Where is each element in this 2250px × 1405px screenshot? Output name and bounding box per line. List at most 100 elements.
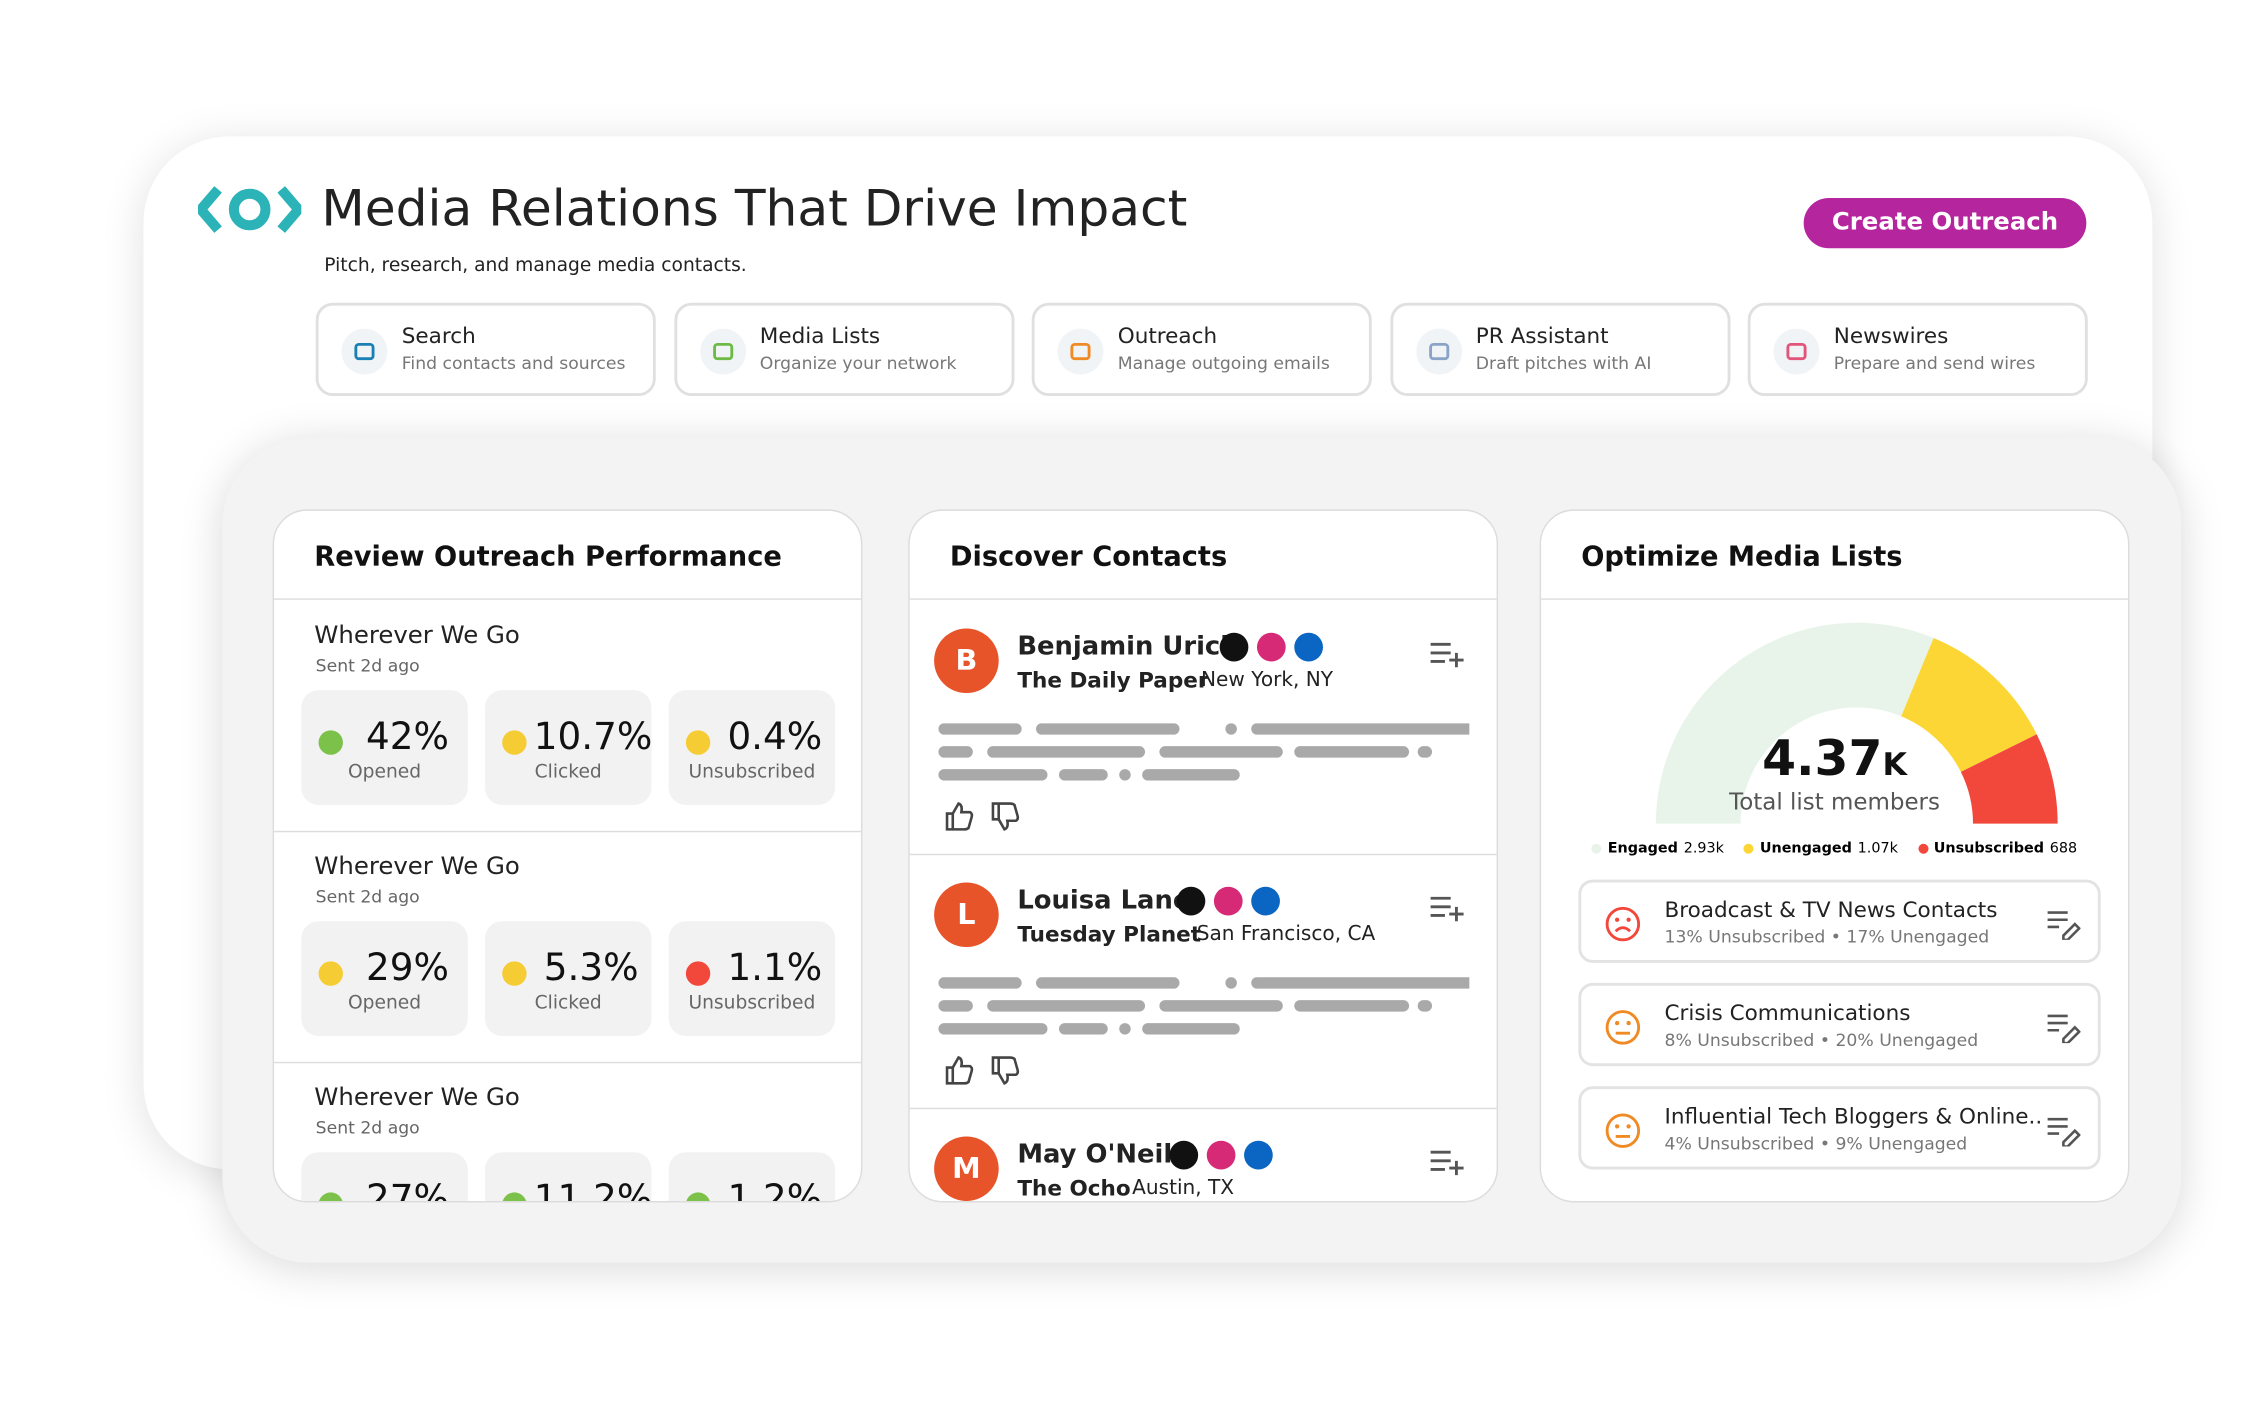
placeholder-bar [1119, 1023, 1131, 1035]
edit-glyph [2047, 1014, 2081, 1044]
stat-label: Unsubscribed [688, 761, 816, 784]
eye [1614, 1124, 1620, 1129]
list-name: Broadcast & TV News Contacts [1664, 896, 1998, 923]
total-label: Total list members [1729, 787, 1940, 816]
stat-value: 1.1% [727, 947, 823, 991]
contact-location: New York, NY [1201, 668, 1334, 692]
stat-label: Clicked [534, 761, 602, 784]
placeholder-bar [1058, 769, 1108, 781]
placeholder-bar [1225, 977, 1237, 989]
nav-icon [341, 328, 388, 375]
feedback [945, 801, 1020, 831]
panel: Review Outreach Performance Wherever We G… [272, 509, 863, 1203]
placeholder-bar [938, 723, 1022, 735]
panel-title: Discover Contacts [949, 540, 1228, 573]
nav-icon-bg [699, 328, 746, 375]
nav-icon-bg [1057, 328, 1104, 375]
gauge-segment [1960, 734, 2058, 824]
eye [1614, 1020, 1620, 1026]
contact-location: Austin, TX [1132, 1176, 1235, 1200]
nav-icon [1773, 328, 1820, 375]
placeholder-bar [938, 1023, 1048, 1035]
placeholder-bar [1417, 746, 1433, 758]
social-icon [1219, 632, 1249, 662]
stat-value: 0.4% [727, 716, 823, 760]
stat-dot [318, 1192, 343, 1202]
media-list[interactable]: Broadcast & TV News Contacts 13% Unsubscr… [1578, 879, 2101, 963]
divider [909, 853, 1497, 856]
placeholder-bar [1225, 723, 1237, 735]
avatar: M [934, 1136, 999, 1202]
placeholder-bar [1035, 977, 1180, 989]
nav-icon-bg [1415, 328, 1462, 375]
contact-name: May O'Neil [1017, 1139, 1173, 1170]
nav-desc: Prepare and send wires [1833, 352, 2036, 374]
nav-icon-glyph [1786, 342, 1807, 361]
stat-dot [685, 730, 711, 755]
media-list[interactable]: Crisis Communications 8% Unsubscribed • 2… [1578, 982, 2101, 1067]
social-icons [1169, 1140, 1273, 1170]
nav-icon-bg [1773, 328, 1820, 375]
social-icon [1213, 886, 1243, 916]
contact-name: Benjamin Urich [1017, 631, 1239, 662]
nav-icon-glyph [1070, 342, 1091, 361]
panel: Optimize Media Lists 4.37K Total list memb… [1539, 509, 2130, 1203]
social-icon [1176, 886, 1206, 916]
total-unit: K [1882, 747, 1907, 784]
stat-value: 11.2% [533, 1178, 653, 1203]
stat-box: 0.4% Unsubscribed [668, 690, 836, 805]
add-glyph [1430, 1150, 1464, 1176]
legend-dot [1744, 843, 1755, 854]
nav-title: PR Assistant [1475, 322, 1609, 349]
add-to-list [1430, 1150, 1464, 1176]
subtitle: Pitch, research, and manage media contac… [324, 255, 747, 277]
face [1605, 906, 1641, 942]
nav-icon [1415, 328, 1462, 375]
nav-card[interactable]: Newswires Prepare and send wires [1747, 302, 2088, 397]
legend-item: Engaged 2.93k [1591, 840, 1724, 857]
nav-icon-bg [341, 328, 388, 375]
front-card: Review Outreach Performance Wherever We G… [222, 437, 2182, 1263]
social-icon [1256, 632, 1286, 662]
legend-value: 1.07k [1857, 840, 1898, 857]
placeholder-bar [1035, 723, 1180, 735]
create-button[interactable]: Create Outreach [1803, 198, 2087, 249]
nav-title: Outreach [1117, 322, 1218, 349]
nav-card[interactable]: Media Lists Organize your network [673, 302, 1014, 397]
avatar: B [934, 628, 999, 694]
nav-card[interactable]: PR Assistant Draft pitches with AI [1389, 302, 1730, 397]
legend-name: Engaged [1607, 840, 1678, 857]
gauge [1655, 622, 2058, 824]
feedback [945, 1055, 1020, 1085]
legend-value: 2.93k [1683, 840, 1724, 857]
legend-name: Unengaged [1759, 840, 1852, 857]
campaign-name: Wherever We Go [314, 852, 520, 882]
thumb-up [945, 1055, 974, 1085]
placeholder-bar [987, 1000, 1146, 1012]
avatar: L [934, 882, 999, 948]
stat-dot [685, 961, 711, 986]
mood-icon [1605, 1113, 1641, 1148]
nav-desc: Draft pitches with AI [1475, 352, 1652, 374]
contact-outlet: Tuesday Planet [1017, 921, 1202, 948]
list-name: Crisis Communications [1664, 1000, 1911, 1026]
add-glyph [1430, 896, 1464, 922]
social-icon [1169, 1140, 1199, 1170]
title: Media Relations That Drive Impact [321, 180, 1188, 239]
nav-desc: Find contacts and sources [401, 352, 626, 374]
stat-value: 1.2% [727, 1178, 823, 1203]
eye [1626, 1124, 1631, 1129]
stat-label: Opened [347, 992, 422, 1015]
stat-value: 29% [366, 947, 449, 991]
campaign-name: Wherever We Go [314, 621, 520, 651]
stat-box: 1.1% Unsubscribed [668, 921, 836, 1036]
list-detail: 4% Unsubscribed • 9% Unengaged [1664, 1133, 1968, 1154]
nav-card[interactable]: Outreach Manage outgoing emails [1031, 302, 1372, 397]
divider [274, 598, 861, 600]
mood-icon [1605, 1010, 1641, 1045]
placeholder-bar [938, 977, 1022, 989]
media-list[interactable]: Influential Tech Bloggers & Online.. 4% U… [1578, 1086, 2101, 1170]
face [1605, 1113, 1641, 1148]
placeholder-bar [1142, 1023, 1240, 1035]
nav-card[interactable]: Search Find contacts and sources [315, 302, 656, 397]
